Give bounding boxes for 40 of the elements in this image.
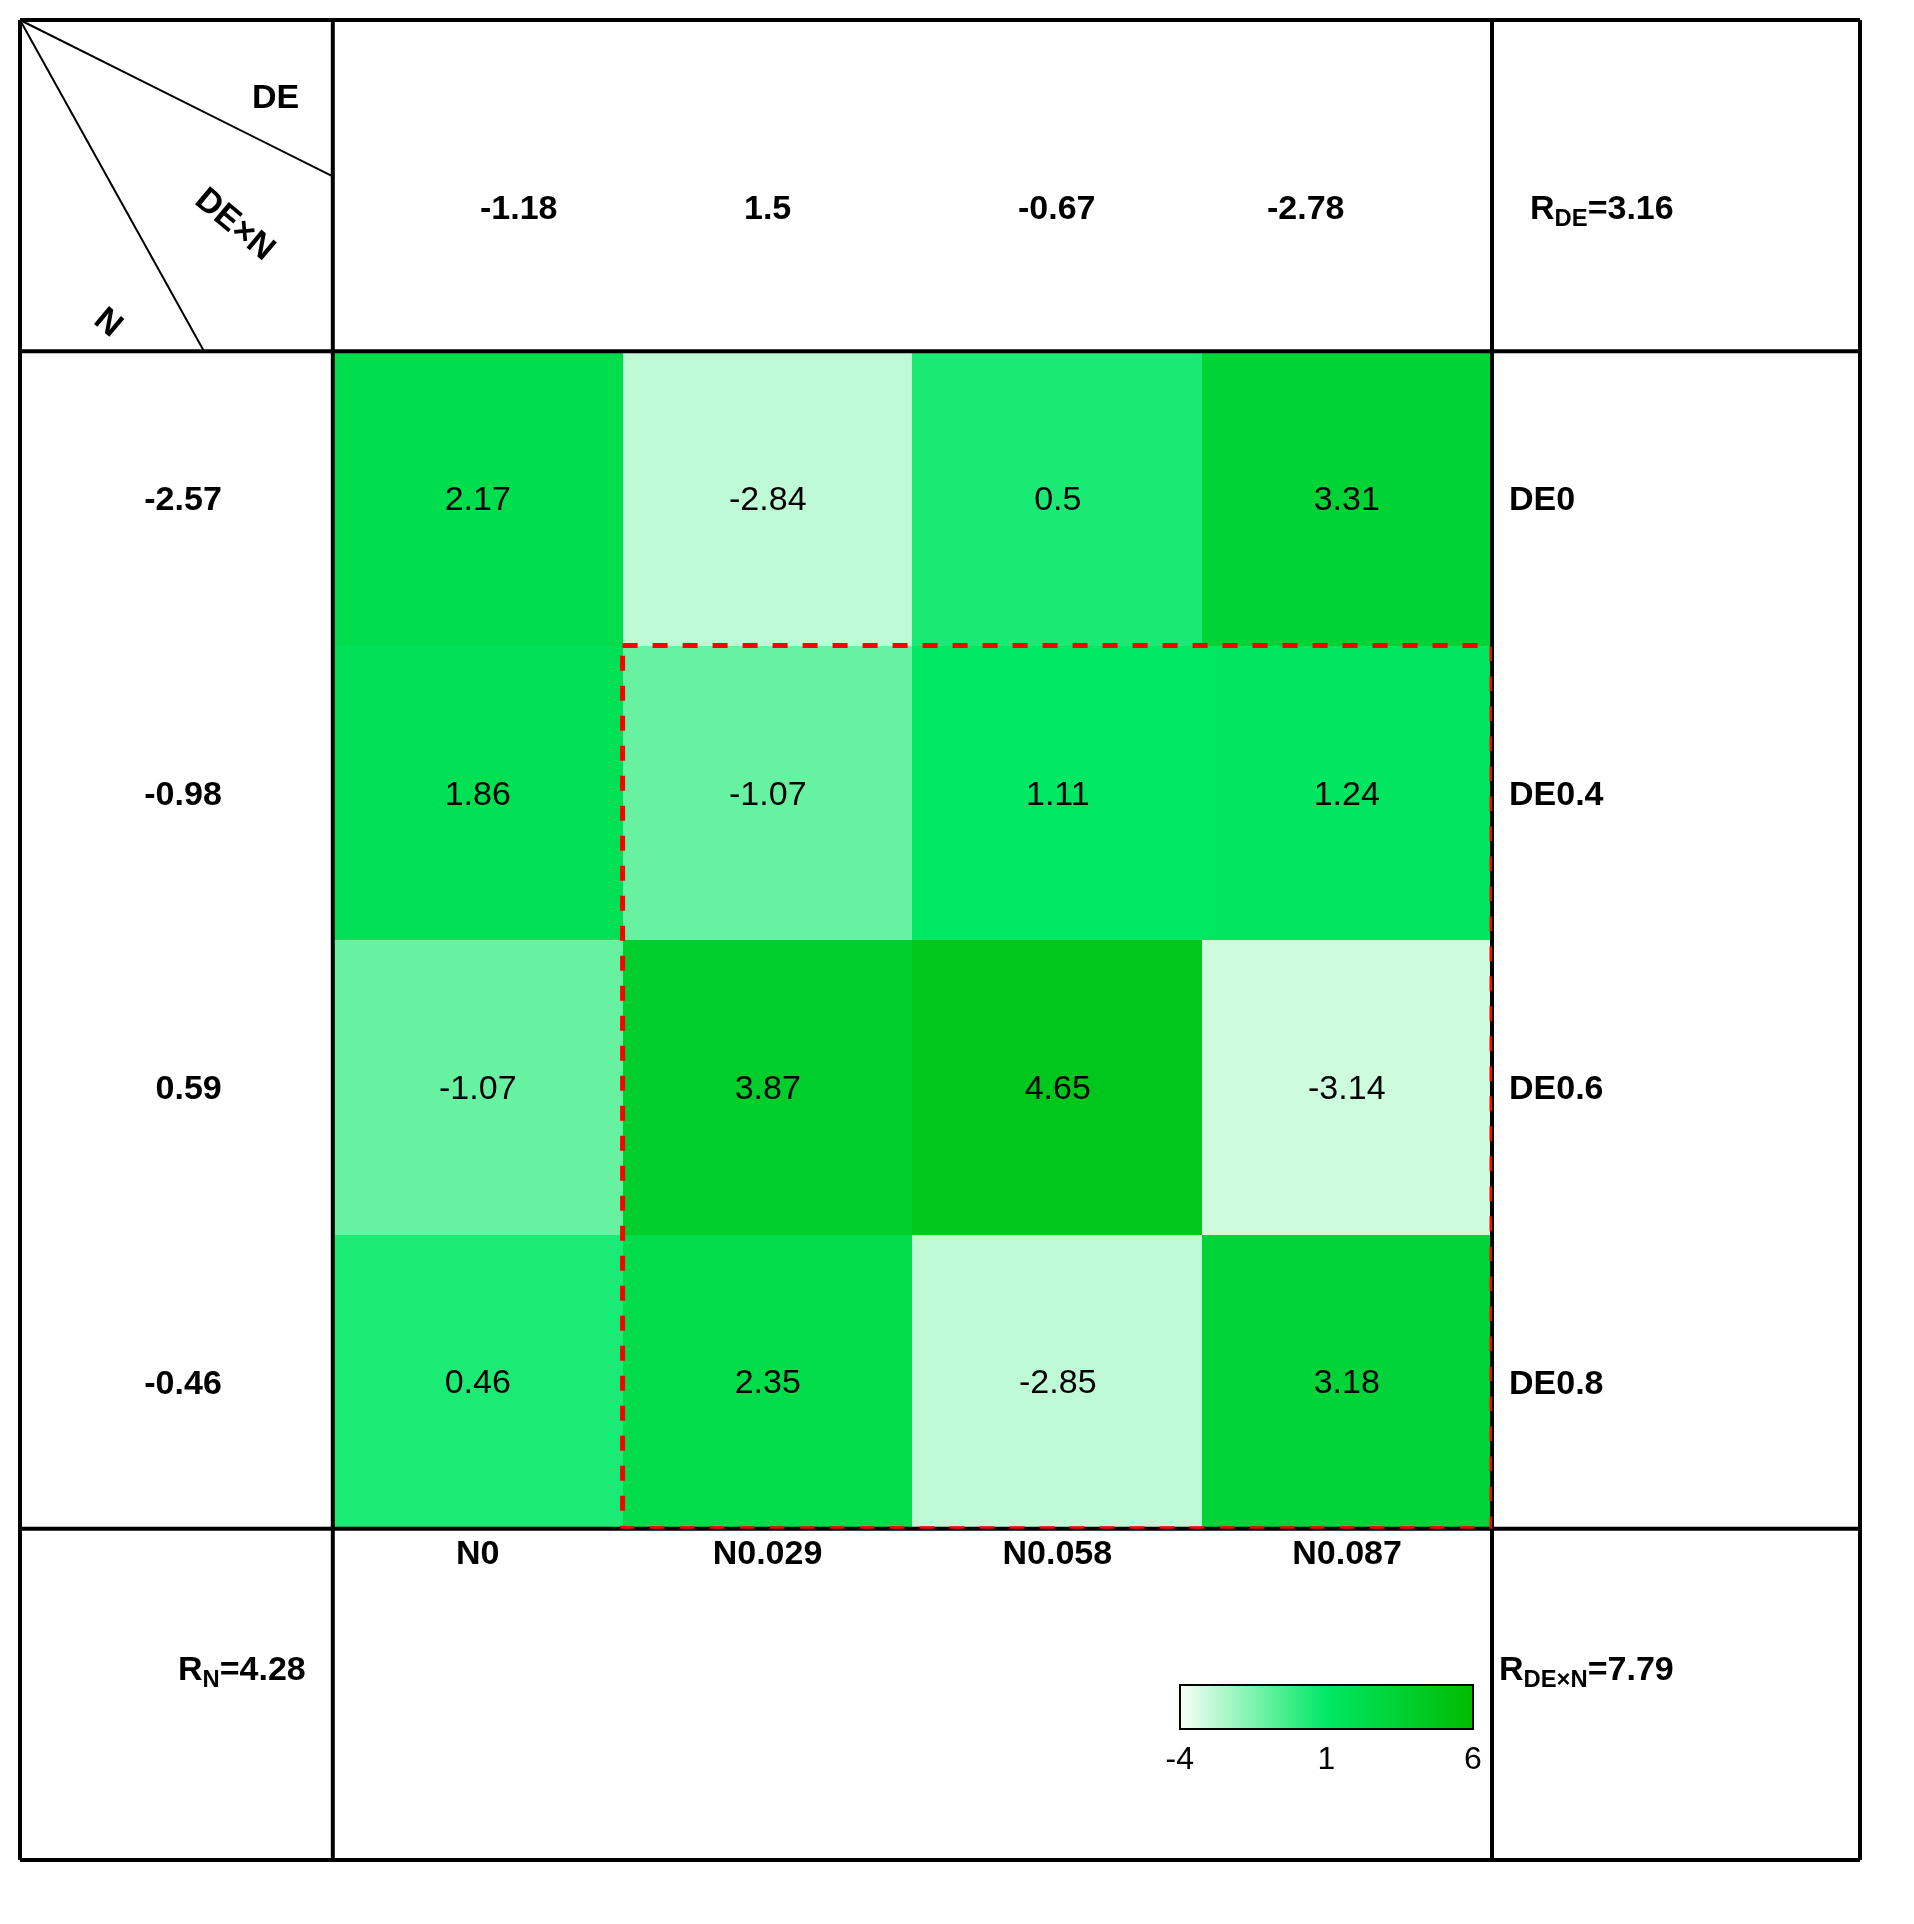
data-label: -2.85 — [1019, 1362, 1097, 1401]
text: -2.78 — [1267, 188, 1345, 226]
y2-tick-label: DE0.6 — [1509, 1068, 1604, 1106]
color-bar-label: -4 — [1165, 1739, 1195, 1776]
y2-tick-label: DE0 — [1509, 479, 1576, 517]
data-label: 4.65 — [1024, 1068, 1091, 1107]
text: R$_{N}$=4.28 — [178, 1649, 306, 1693]
x-tick-label: N0.029 — [712, 1532, 823, 1571]
data-label: -3.14 — [1308, 1068, 1386, 1107]
y-tick-label: -0.98 — [144, 773, 222, 812]
data-label: 2.17 — [444, 479, 511, 518]
data-label: -2.84 — [729, 479, 807, 518]
data-label: 1.24 — [1313, 774, 1380, 813]
text: DE — [252, 77, 300, 115]
data-label: 3.18 — [1313, 1362, 1380, 1401]
text: R$_{DE}$=3.16 — [1530, 188, 1674, 232]
y2-tick-label: DE0.4 — [1509, 774, 1604, 812]
text: N — [87, 298, 132, 344]
y2-tick-label: DE0.8 — [1509, 1363, 1604, 1401]
data-label: 3.31 — [1313, 479, 1380, 518]
color-bar-label: 1 — [1317, 1739, 1336, 1776]
y-tick-label: -2.57 — [144, 479, 222, 518]
data-label: -1.07 — [729, 774, 807, 813]
text: R$_{DE×N}$=7.79 — [1499, 1649, 1674, 1693]
text: -1.18 — [480, 188, 558, 226]
y-tick-label: 0.59 — [155, 1068, 222, 1107]
data-label: 1.86 — [444, 774, 511, 813]
x-tick-label: N0 — [455, 1532, 500, 1571]
x-tick-label: N0.058 — [1002, 1532, 1113, 1571]
data-label: 3.87 — [734, 1068, 801, 1107]
color-bar-label: 6 — [1463, 1739, 1482, 1776]
data-label: 0.46 — [444, 1362, 511, 1401]
text: 1.5 — [744, 188, 792, 226]
x-tick-label: N0.087 — [1292, 1532, 1402, 1571]
data-label: 0.5 — [1034, 479, 1082, 518]
data-label: -1.07 — [439, 1068, 517, 1107]
y-tick-label: -0.46 — [144, 1362, 222, 1401]
data-label: 1.11 — [1025, 774, 1090, 813]
text: -0.67 — [1018, 188, 1096, 226]
data-label: 2.35 — [734, 1362, 801, 1401]
